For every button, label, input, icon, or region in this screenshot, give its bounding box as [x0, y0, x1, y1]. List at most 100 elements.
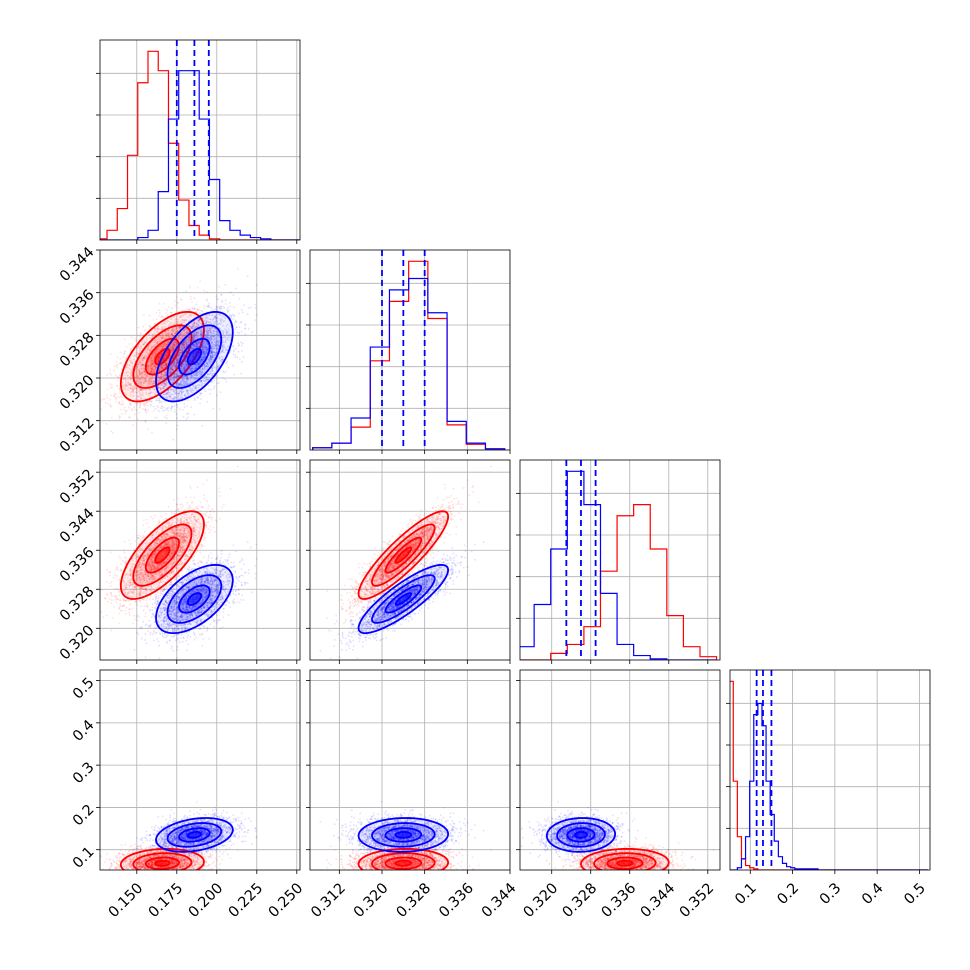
scatter-point	[161, 326, 164, 329]
scatter-point	[165, 382, 168, 385]
scatter-point	[147, 370, 150, 373]
scatter-point	[147, 354, 149, 357]
scatter-point	[165, 417, 168, 420]
scatter-point	[191, 307, 194, 310]
scatter-point	[174, 329, 176, 331]
scatter-point	[139, 392, 142, 395]
scatter-point	[181, 345, 184, 348]
scatter-point	[139, 403, 141, 406]
scatter-point	[169, 366, 172, 369]
scatter-point	[138, 370, 141, 373]
scatter-point	[152, 372, 154, 374]
scatter-point	[118, 377, 121, 380]
scatter-point	[171, 327, 174, 330]
scatter-point	[153, 363, 156, 366]
scatter-point	[154, 343, 157, 346]
scatter-point	[156, 375, 159, 378]
scatter-point	[155, 348, 158, 351]
scatter-point	[182, 415, 185, 418]
scatter-point	[182, 341, 185, 344]
scatter-point	[130, 386, 132, 388]
scatter-point	[141, 359, 144, 361]
scatter-point	[150, 357, 152, 360]
scatter-point	[225, 380, 228, 383]
scatter-point	[162, 343, 165, 346]
scatter-point	[180, 395, 183, 397]
scatter-point	[165, 343, 168, 346]
scatter-point	[154, 333, 157, 336]
scatter-point	[226, 308, 228, 311]
scatter-point	[141, 341, 144, 343]
scatter-point	[169, 369, 172, 371]
scatter-point	[173, 315, 175, 318]
scatter-point	[118, 401, 121, 404]
scatter-point	[172, 344, 175, 347]
scatter-point	[254, 303, 257, 306]
scatter-point	[149, 358, 151, 361]
scatter-point	[185, 290, 188, 293]
scatter-point	[120, 408, 122, 411]
scatter-point	[155, 312, 158, 314]
scatter-point	[142, 395, 145, 397]
scatter-point	[162, 364, 165, 367]
scatter-point	[176, 360, 179, 363]
scatter-point	[146, 355, 149, 358]
scatter-point	[152, 409, 155, 412]
scatter-point	[174, 408, 176, 411]
scatter-point	[176, 390, 179, 393]
scatter-point	[232, 294, 235, 297]
scatter-point	[142, 356, 145, 359]
scatter-point	[187, 330, 190, 333]
scatter-point	[176, 403, 178, 406]
scatter-point	[181, 345, 184, 348]
scatter-point	[153, 371, 156, 374]
scatter-point	[154, 341, 157, 344]
scatter-point	[143, 389, 146, 391]
scatter-point	[199, 280, 202, 283]
scatter-point	[188, 325, 191, 327]
scatter-point	[151, 366, 154, 369]
scatter-point	[174, 321, 177, 324]
scatter-point	[150, 370, 153, 373]
scatter-point	[135, 372, 138, 375]
scatter-point	[237, 350, 240, 353]
scatter-point	[205, 318, 207, 320]
scatter-point	[161, 378, 164, 381]
scatter-point	[132, 388, 135, 391]
scatter-point	[138, 411, 140, 414]
scatter-point	[143, 357, 146, 360]
scatter-point	[142, 356, 145, 359]
scatter-point	[175, 327, 178, 330]
scatter-point	[127, 378, 129, 381]
scatter-point	[186, 405, 189, 407]
scatter-point	[110, 384, 113, 386]
scatter-point	[123, 406, 126, 409]
scatter-point	[145, 389, 148, 391]
scatter-point	[180, 346, 183, 349]
scatter-point	[136, 351, 139, 354]
scatter-point	[110, 406, 113, 408]
scatter-point	[161, 383, 164, 386]
scatter-point	[132, 388, 135, 391]
scatter-point	[160, 375, 163, 378]
scatter-point	[109, 368, 112, 371]
scatter-point	[172, 330, 175, 333]
scatter-point	[157, 399, 160, 402]
scatter-point	[128, 343, 131, 345]
scatter-point	[165, 383, 168, 386]
scatter-point	[157, 374, 159, 377]
scatter-point	[145, 341, 148, 343]
scatter-point	[161, 407, 164, 410]
scatter-point	[179, 316, 182, 319]
scatter-point	[181, 335, 184, 338]
histogram-series-red	[100, 50, 300, 240]
scatter-point	[163, 331, 166, 334]
scatter-point	[182, 335, 184, 337]
scatter-point	[148, 350, 151, 353]
scatter-point	[156, 379, 159, 382]
scatter-point	[141, 371, 144, 374]
scatter-point	[140, 393, 143, 396]
scatter-point	[196, 333, 199, 335]
scatter-point	[180, 333, 183, 336]
scatter-point	[162, 332, 164, 335]
